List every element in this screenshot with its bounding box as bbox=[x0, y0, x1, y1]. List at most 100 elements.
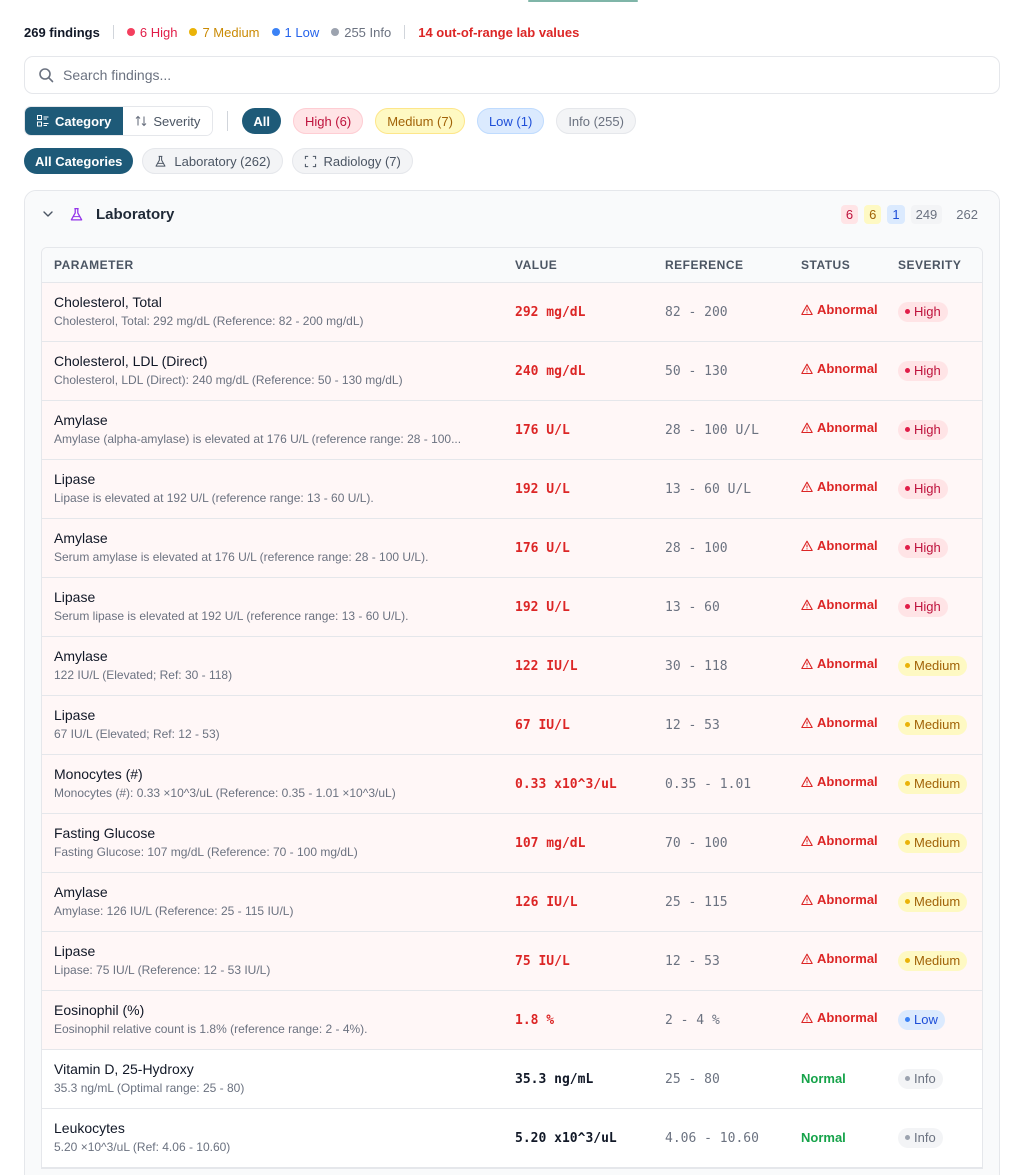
severity-filter-low[interactable]: Low (1) bbox=[476, 108, 545, 134]
parameter-description: Serum lipase is elevated at 192 U/L (ref… bbox=[54, 609, 409, 623]
severity-filter-high[interactable]: High (6) bbox=[292, 108, 364, 134]
table-row[interactable]: Lipase Serum lipase is elevated at 192 U/… bbox=[42, 577, 982, 637]
severity-badge: High bbox=[898, 596, 948, 617]
parameter-name: Monocytes (#) bbox=[54, 766, 143, 782]
status-badge: Abnormal bbox=[801, 597, 878, 612]
table-row[interactable]: Amylase 122 IU/L (Elevated; Ref: 30 - 118… bbox=[42, 636, 982, 696]
severity-filter-info[interactable]: Info (255) bbox=[556, 108, 636, 134]
status-label: Abnormal bbox=[817, 656, 878, 672]
result-value: 240 mg/dL bbox=[515, 363, 586, 379]
warning-triangle-icon bbox=[801, 894, 813, 905]
reference-range: 4.06 - 10.60 bbox=[665, 1130, 759, 1146]
status-cell: Abnormal bbox=[789, 872, 886, 932]
column-header-value[interactable]: VALUE bbox=[503, 248, 653, 283]
parameter-cell: Eosinophil (%) Eosinophil relative count … bbox=[42, 990, 503, 1050]
warning-triangle-icon bbox=[801, 481, 813, 492]
table-row[interactable]: Cholesterol, Total Cholesterol, Total: 29… bbox=[42, 282, 982, 342]
group-header[interactable]: Laboratory 6 6 1 249 262 bbox=[25, 191, 999, 237]
column-header-severity[interactable]: SEVERITY bbox=[886, 248, 982, 283]
status-badge: Abnormal bbox=[801, 1010, 878, 1025]
severity-dot-icon bbox=[905, 840, 910, 846]
table-row[interactable]: Fasting Glucose Fasting Glucose: 107 mg/d… bbox=[42, 813, 982, 873]
category-filter-radiology[interactable]: Radiology (7) bbox=[291, 148, 413, 174]
column-header-parameter[interactable]: PARAMETER bbox=[42, 248, 503, 283]
result-value: 176 U/L bbox=[515, 422, 570, 438]
warning-triangle-icon bbox=[801, 599, 813, 610]
table-row[interactable]: Lipase Lipase is elevated at 192 U/L (ref… bbox=[42, 459, 982, 519]
status-badge: Abnormal bbox=[801, 420, 878, 435]
status-label: Abnormal bbox=[817, 479, 878, 495]
reference-cell: 82 - 200 bbox=[653, 282, 789, 342]
reference-range: 70 - 100 bbox=[665, 835, 728, 851]
table-row[interactable]: Lipase 67 IU/L (Elevated; Ref: 12 - 53) 67… bbox=[42, 695, 982, 755]
table-row[interactable]: Leukocytes 5.20 ×10^3/uL (Ref: 4.06 - 10.… bbox=[42, 1108, 982, 1168]
parameter-description: Fasting Glucose: 107 mg/dL (Reference: 7… bbox=[54, 845, 358, 859]
category-filter-laboratory[interactable]: Laboratory (262) bbox=[142, 148, 283, 174]
reference-range: 0.35 - 1.01 bbox=[665, 776, 752, 792]
search-input[interactable] bbox=[63, 67, 963, 83]
status-badge: Abnormal bbox=[801, 361, 878, 376]
result-value: 176 U/L bbox=[515, 540, 570, 556]
summary-high-label: 6 High bbox=[139, 24, 178, 40]
chevron-down-icon[interactable] bbox=[41, 207, 55, 221]
parameter-description: Eosinophil relative count is 1.8% (refer… bbox=[54, 1022, 368, 1036]
column-header-status[interactable]: STATUS bbox=[789, 248, 886, 283]
severity-label: Info bbox=[914, 1071, 936, 1087]
reference-cell: 13 - 60 U/L bbox=[653, 459, 789, 519]
severity-dot-icon bbox=[905, 427, 910, 433]
status-cell: Normal bbox=[789, 1108, 886, 1168]
value-cell: 192 U/L bbox=[503, 577, 653, 637]
parameter-description: 35.3 ng/mL (Optimal range: 25 - 80) bbox=[54, 1081, 245, 1095]
severity-cell: High bbox=[886, 400, 982, 460]
parameter-description: Lipase: 75 IU/L (Reference: 12 - 53 IU/L… bbox=[54, 963, 271, 977]
group-by-category-button[interactable]: Category bbox=[25, 107, 124, 135]
table-row[interactable]: Amylase Amylase: 126 IU/L (Reference: 25 … bbox=[42, 872, 982, 932]
column-header-reference[interactable]: REFERENCE bbox=[653, 248, 789, 283]
category-filter-all[interactable]: All Categories bbox=[24, 148, 134, 174]
list-icon bbox=[37, 115, 49, 127]
severity-filter-all[interactable]: All bbox=[242, 108, 281, 134]
severity-badge: Low bbox=[898, 1009, 945, 1030]
table-row[interactable]: Eosinophil (%) Eosinophil relative count … bbox=[42, 990, 982, 1050]
group-count-info: 249 bbox=[910, 204, 943, 224]
parameter-description: Monocytes (#): 0.33 ×10^3/uL (Reference:… bbox=[54, 786, 396, 800]
result-value: 192 U/L bbox=[515, 599, 570, 615]
group-by-toggle: Category Severity bbox=[24, 106, 214, 136]
status-label: Abnormal bbox=[817, 951, 878, 967]
table-row[interactable]: Monocytes (#) Monocytes (#): 0.33 ×10^3/u… bbox=[42, 754, 982, 814]
table-row[interactable]: Amylase Amylase (alpha-amylase) is elevat… bbox=[42, 400, 982, 460]
severity-dot-icon bbox=[905, 781, 910, 787]
medium-dot-icon bbox=[189, 28, 198, 36]
status-label: Abnormal bbox=[817, 892, 878, 908]
status-cell: Abnormal bbox=[789, 400, 886, 460]
table-row[interactable]: Amylase Serum amylase is elevated at 176 … bbox=[42, 518, 982, 578]
reference-range: 12 - 53 bbox=[665, 953, 720, 969]
severity-dot-icon bbox=[905, 1017, 910, 1023]
category-filters: All Categories Laboratory (262) Radiolog… bbox=[24, 148, 422, 174]
status-label: Abnormal bbox=[817, 715, 878, 731]
group-by-severity-button[interactable]: Severity bbox=[123, 107, 213, 135]
reference-range: 50 - 130 bbox=[665, 363, 728, 379]
severity-label: Low bbox=[914, 1012, 938, 1028]
status-label: Abnormal bbox=[817, 1010, 878, 1026]
parameter-description: 67 IU/L (Elevated; Ref: 12 - 53) bbox=[54, 727, 220, 741]
reference-range: 13 - 60 bbox=[665, 599, 720, 615]
severity-badge: High bbox=[898, 301, 948, 322]
parameter-name: Lipase bbox=[54, 589, 96, 605]
status-cell: Abnormal bbox=[789, 754, 886, 814]
search-bar[interactable] bbox=[24, 56, 1000, 94]
severity-dot-icon bbox=[905, 309, 910, 315]
warning-triangle-icon bbox=[801, 776, 813, 787]
table-row[interactable]: Vitamin D, 25-Hydroxy 35.3 ng/mL (Optimal… bbox=[42, 1049, 982, 1109]
severity-badge: Medium bbox=[898, 950, 968, 971]
table-row[interactable]: Lipase Lipase: 75 IU/L (Reference: 12 - 5… bbox=[42, 931, 982, 991]
severity-dot-icon bbox=[905, 545, 910, 551]
group-title: Laboratory bbox=[96, 205, 175, 223]
status-cell: Abnormal bbox=[789, 282, 886, 342]
severity-filter-medium[interactable]: Medium (7) bbox=[375, 108, 465, 134]
parameter-cell: Lipase Lipase: 75 IU/L (Reference: 12 - 5… bbox=[42, 931, 503, 991]
table-row[interactable]: Cholesterol, LDL (Direct) Cholesterol, LD… bbox=[42, 341, 982, 401]
warning-triangle-icon bbox=[801, 1012, 813, 1023]
warning-triangle-icon bbox=[801, 422, 813, 433]
value-cell: 240 mg/dL bbox=[503, 341, 653, 401]
